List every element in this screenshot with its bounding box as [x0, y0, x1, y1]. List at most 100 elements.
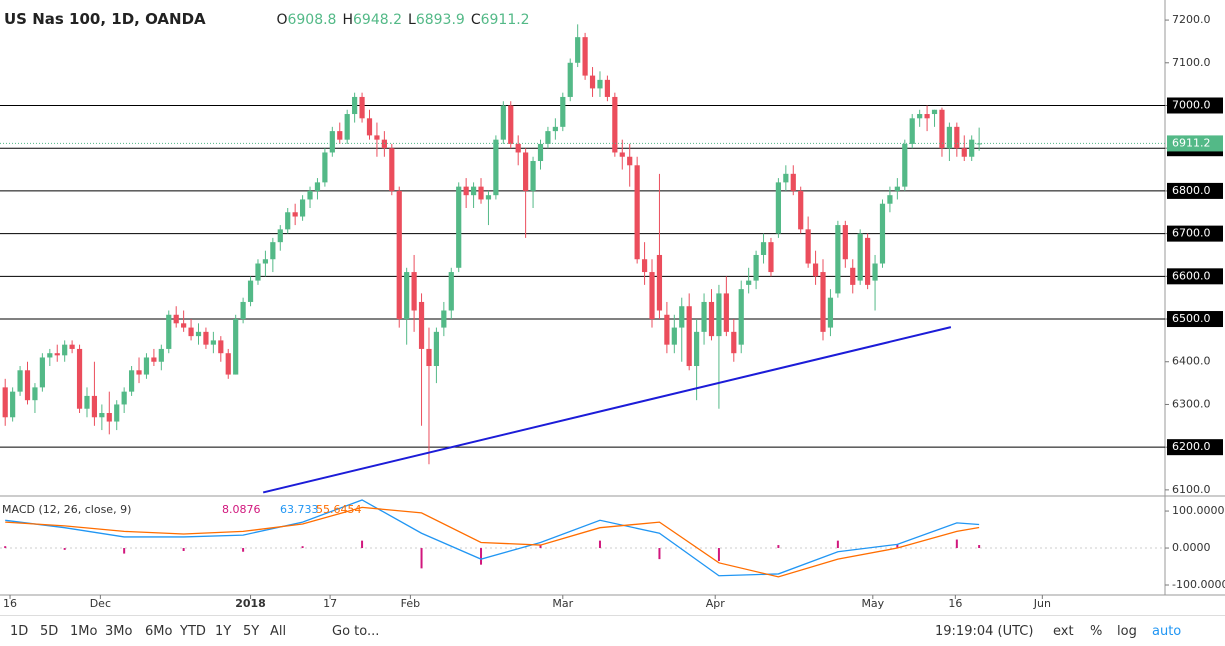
goto-button[interactable]: Go to... — [332, 624, 380, 639]
candle-body — [426, 348, 432, 367]
chart: 6100.0 6200.0 6300.0 6400.0 6500.0 6600.0 6700… — [0, 0, 1225, 610]
candle-body — [307, 190, 313, 200]
candle-body — [783, 173, 789, 183]
candle-body — [708, 301, 715, 337]
candle-body — [277, 229, 283, 243]
candle-body — [270, 242, 276, 260]
ohlc-key: O — [276, 12, 288, 28]
candle-body — [679, 306, 685, 328]
candle-body — [641, 259, 648, 273]
candle-body — [649, 272, 655, 320]
candle-body — [634, 165, 640, 260]
range-button[interactable]: 1Y — [215, 624, 232, 639]
range-button[interactable]: 5D — [40, 624, 59, 639]
candle-body — [329, 131, 335, 153]
candle-body — [976, 143, 982, 145]
candle-body — [456, 186, 462, 268]
candle-body — [91, 395, 98, 418]
candle-body — [441, 310, 447, 328]
candle-body — [344, 114, 350, 140]
candle-body — [515, 143, 521, 153]
candle-body — [924, 114, 930, 119]
ohlc-value: 6948.2 — [353, 12, 402, 28]
range-button[interactable]: 1Mo — [70, 624, 98, 639]
candle-body — [448, 272, 454, 311]
ohlc-key: C — [470, 12, 481, 28]
candle-body — [909, 118, 915, 144]
candle-body — [359, 96, 365, 119]
option-button[interactable]: auto — [1152, 624, 1182, 639]
y-tick-label: 6700.0 — [1172, 227, 1211, 240]
candle-body — [389, 148, 395, 191]
x-tick-label: Apr — [706, 597, 726, 610]
candle-body — [560, 96, 566, 127]
candle-body — [850, 267, 856, 285]
range-button[interactable]: All — [270, 624, 287, 639]
candle-body — [352, 96, 358, 115]
y-tick-label: 7100.0 — [1172, 56, 1211, 69]
ohlc-value: 6908.8 — [287, 12, 337, 28]
candle-body — [285, 212, 291, 230]
candle-body — [894, 186, 900, 191]
ohlc-key: H — [342, 12, 353, 28]
x-tick-label: 16 — [948, 597, 962, 610]
y-tick-label: 6200.0 — [1172, 440, 1211, 453]
candle-body — [857, 233, 863, 281]
range-button[interactable]: YTD — [180, 624, 206, 639]
range-button[interactable]: 3Mo — [105, 624, 133, 639]
y-tick-box — [1167, 311, 1223, 328]
candle-body — [671, 327, 677, 345]
candle-body — [865, 237, 871, 285]
candle-body — [411, 272, 417, 311]
option-button[interactable]: % — [1090, 624, 1103, 639]
candle-body — [114, 404, 120, 422]
y-tick-box — [1167, 268, 1223, 285]
option-button[interactable]: ext — [1053, 624, 1074, 639]
candle-body — [188, 327, 194, 337]
candle-body — [210, 340, 216, 345]
y-tick-label: 6600.0 — [1172, 269, 1211, 282]
candle-body — [530, 161, 536, 191]
trendline — [262, 326, 952, 494]
candle-body — [314, 182, 321, 191]
candle-body — [173, 314, 179, 324]
candle-body — [760, 242, 767, 255]
x-tick-label: 16 — [3, 597, 17, 610]
candle-body — [240, 301, 246, 320]
candle-body — [32, 387, 38, 401]
range-button[interactable]: 1D — [10, 624, 29, 639]
candle-body — [961, 148, 967, 157]
candle-body — [292, 212, 298, 217]
candle-body — [128, 370, 135, 392]
macd-y-tick-label: 100.0000 — [1172, 504, 1225, 517]
candle-body — [887, 195, 893, 204]
y-tick-label: 6400.0 — [1172, 355, 1211, 368]
candle-body — [2, 387, 8, 418]
x-tick-label: Feb — [401, 597, 420, 610]
symbol-title: US Nas 100, 1D, OANDA — [4, 10, 206, 28]
candle-body — [790, 173, 796, 191]
header: US Nas 100, 1D, OANDA O6908.8 H6948.2 L689… — [4, 0, 530, 38]
candle-body — [39, 357, 45, 388]
candle-body — [181, 323, 187, 328]
candle-body — [478, 186, 484, 200]
macd-title: MACD (12, 26, close, 9) — [2, 503, 131, 516]
toolbar: 1D 5D 1Mo 3Mo 6Mo YTD 1Y 5Y All Go to... 19:19:04 … — [0, 615, 1225, 646]
candle-body — [485, 195, 492, 200]
candle-body — [805, 229, 811, 264]
candle-body — [738, 289, 744, 345]
candle-body — [939, 109, 945, 149]
y-tick-box — [1167, 439, 1223, 456]
candle-body — [17, 370, 23, 392]
candle-body — [470, 186, 477, 196]
option-button[interactable]: log — [1117, 624, 1137, 639]
ohlc-key: L — [408, 12, 416, 28]
ohlc-value: 6911.2 — [480, 12, 530, 28]
candle-body — [24, 370, 31, 401]
candle-body — [396, 190, 402, 320]
candle-body — [54, 353, 60, 356]
candle-body — [567, 62, 573, 97]
range-button[interactable]: 5Y — [243, 624, 260, 639]
candle-body — [575, 37, 581, 63]
range-button[interactable]: 6Mo — [145, 624, 173, 639]
